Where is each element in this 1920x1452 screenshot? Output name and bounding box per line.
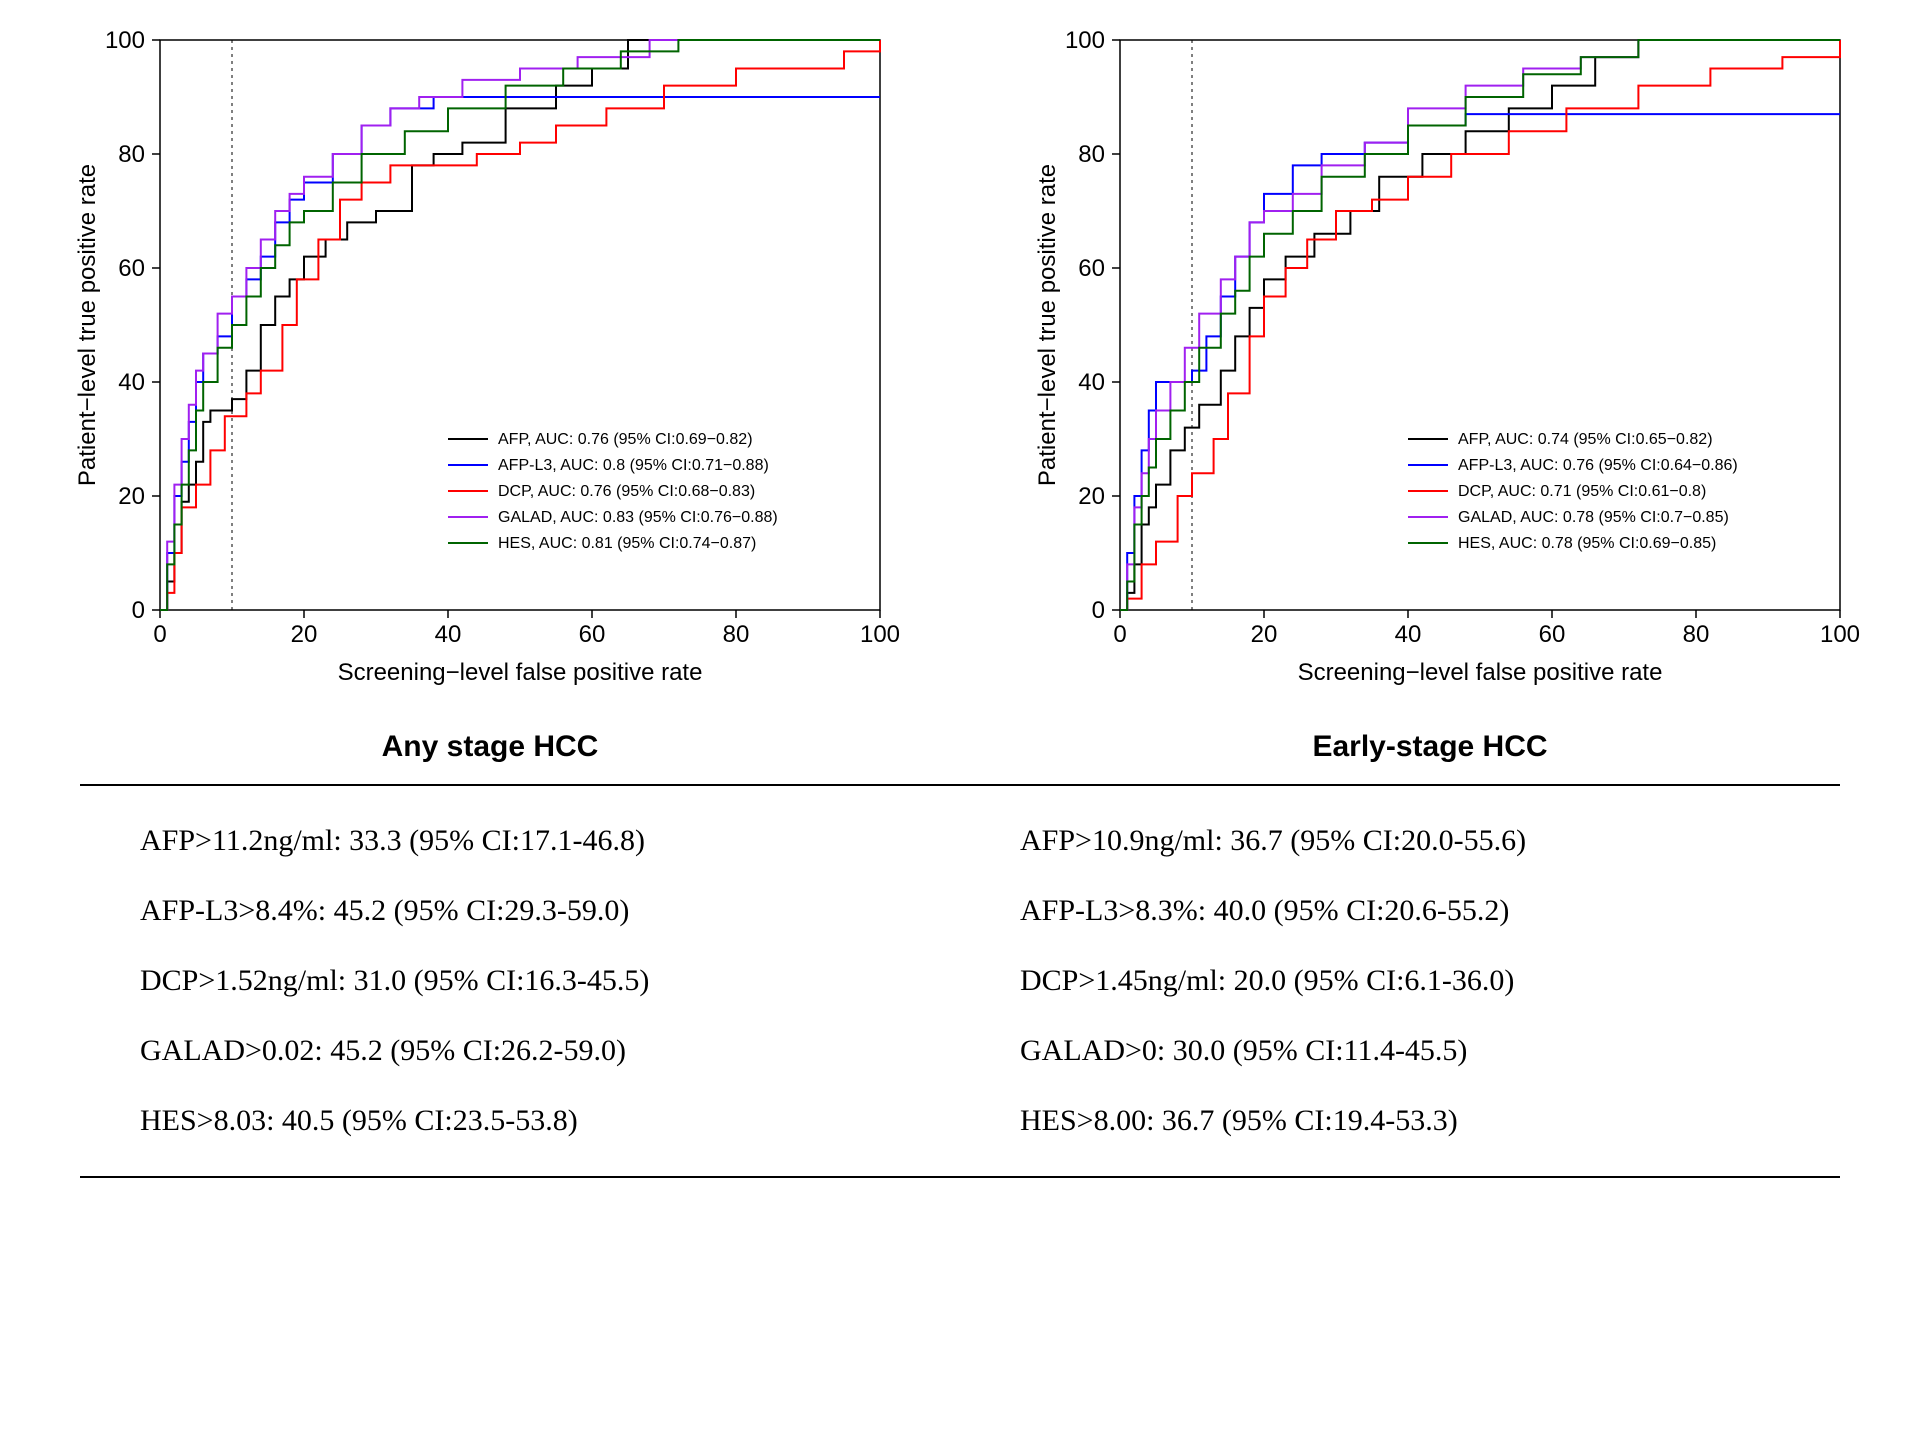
svg-text:HES, AUC: 0.81 (95% CI:0.74−0.: HES, AUC: 0.81 (95% CI:0.74−0.87) bbox=[498, 535, 756, 552]
svg-text:AFP, AUC: 0.76 (95% CI:0.69−0.: AFP, AUC: 0.76 (95% CI:0.69−0.82) bbox=[498, 431, 753, 448]
svg-text:Patient−level true positive ra: Patient−level true positive rate bbox=[74, 164, 101, 486]
svg-text:AFP-L3, AUC: 0.76 (95% CI:0.64: AFP-L3, AUC: 0.76 (95% CI:0.64−0.86) bbox=[1458, 457, 1738, 474]
stat-line: HES>8.00: 36.7 (95% CI:19.4-53.3) bbox=[1020, 1086, 1780, 1156]
svg-text:Screening−level false positive: Screening−level false positive rate bbox=[338, 659, 703, 686]
stat-line: GALAD>0.02: 45.2 (95% CI:26.2-59.0) bbox=[140, 1016, 900, 1086]
svg-text:60: 60 bbox=[579, 621, 606, 648]
chart-right: 00 20 20 40 40 60 60 80 80 100 100 Screening−level … bbox=[1010, 20, 1870, 700]
svg-text:60: 60 bbox=[1078, 255, 1105, 282]
stat-line: GALAD>0: 30.0 (95% CI:11.4-45.5) bbox=[1020, 1016, 1780, 1086]
svg-text:DCP, AUC: 0.76 (95% CI:0.68−0.: DCP, AUC: 0.76 (95% CI:0.68−0.83) bbox=[498, 483, 755, 500]
svg-text:40: 40 bbox=[1078, 369, 1105, 396]
svg-text:AFP, AUC: 0.74 (95% CI:0.65−0.: AFP, AUC: 0.74 (95% CI:0.65−0.82) bbox=[1458, 431, 1713, 448]
titles-row: Any stage HCC Early-stage HCC bbox=[20, 730, 1900, 764]
svg-text:Screening−level false positive: Screening−level false positive rate bbox=[1298, 659, 1663, 686]
roc-chart-right: 00 20 20 40 40 60 60 80 80 100 100 Screening−level … bbox=[1010, 20, 1870, 700]
stats-table: AFP>11.2ng/ml: 33.3 (95% CI:17.1-46.8)AF… bbox=[80, 784, 1840, 1178]
svg-text:40: 40 bbox=[1395, 621, 1422, 648]
svg-text:80: 80 bbox=[723, 621, 750, 648]
svg-text:20: 20 bbox=[1078, 483, 1105, 510]
stat-line: DCP>1.45ng/ml: 20.0 (95% CI:6.1-36.0) bbox=[1020, 946, 1780, 1016]
panel-title-right: Early-stage HCC bbox=[1000, 730, 1860, 764]
chart-left: 00 20 20 40 40 60 60 80 80 100 100 Screening−level … bbox=[50, 20, 910, 700]
stats-col-left: AFP>11.2ng/ml: 33.3 (95% CI:17.1-46.8)AF… bbox=[80, 806, 960, 1156]
svg-text:60: 60 bbox=[1539, 621, 1566, 648]
svg-text:GALAD, AUC: 0.78 (95% CI:0.7−0: GALAD, AUC: 0.78 (95% CI:0.7−0.85) bbox=[1458, 509, 1729, 526]
svg-text:60: 60 bbox=[118, 255, 145, 282]
svg-text:Patient−level true positive ra: Patient−level true positive rate bbox=[1034, 164, 1061, 486]
svg-text:0: 0 bbox=[132, 597, 145, 624]
svg-text:0: 0 bbox=[1092, 597, 1105, 624]
stat-line: HES>8.03: 40.5 (95% CI:23.5-53.8) bbox=[140, 1086, 900, 1156]
svg-text:20: 20 bbox=[1251, 621, 1278, 648]
svg-text:GALAD, AUC: 0.83 (95% CI:0.76−: GALAD, AUC: 0.83 (95% CI:0.76−0.88) bbox=[498, 509, 778, 526]
stats-col-right: AFP>10.9ng/ml: 36.7 (95% CI:20.0-55.6)AF… bbox=[960, 806, 1840, 1156]
svg-text:40: 40 bbox=[118, 369, 145, 396]
stat-line: AFP-L3>8.3%: 40.0 (95% CI:20.6-55.2) bbox=[1020, 876, 1780, 946]
svg-text:100: 100 bbox=[1820, 621, 1860, 648]
stat-line: AFP-L3>8.4%: 45.2 (95% CI:29.3-59.0) bbox=[140, 876, 900, 946]
svg-text:0: 0 bbox=[1113, 621, 1126, 648]
svg-text:80: 80 bbox=[1078, 141, 1105, 168]
roc-chart-left: 00 20 20 40 40 60 60 80 80 100 100 Screening−level … bbox=[50, 20, 910, 700]
svg-text:80: 80 bbox=[118, 141, 145, 168]
panel-title-left: Any stage HCC bbox=[60, 730, 920, 764]
svg-text:80: 80 bbox=[1683, 621, 1710, 648]
svg-text:DCP, AUC: 0.71 (95% CI:0.61−0.: DCP, AUC: 0.71 (95% CI:0.61−0.8) bbox=[1458, 483, 1706, 500]
svg-text:0: 0 bbox=[153, 621, 166, 648]
svg-text:HES, AUC: 0.78 (95% CI:0.69−0.: HES, AUC: 0.78 (95% CI:0.69−0.85) bbox=[1458, 535, 1716, 552]
svg-text:AFP-L3, AUC: 0.8 (95% CI:0.71−: AFP-L3, AUC: 0.8 (95% CI:0.71−0.88) bbox=[498, 457, 769, 474]
stat-line: DCP>1.52ng/ml: 31.0 (95% CI:16.3-45.5) bbox=[140, 946, 900, 1016]
svg-text:100: 100 bbox=[105, 27, 145, 54]
stat-line: AFP>10.9ng/ml: 36.7 (95% CI:20.0-55.6) bbox=[1020, 806, 1780, 876]
svg-text:100: 100 bbox=[1065, 27, 1105, 54]
stat-line: AFP>11.2ng/ml: 33.3 (95% CI:17.1-46.8) bbox=[140, 806, 900, 876]
svg-text:100: 100 bbox=[860, 621, 900, 648]
svg-text:20: 20 bbox=[118, 483, 145, 510]
svg-text:40: 40 bbox=[435, 621, 462, 648]
charts-row: 002020404060608080100100Screening−level … bbox=[20, 20, 1900, 700]
svg-text:20: 20 bbox=[291, 621, 318, 648]
